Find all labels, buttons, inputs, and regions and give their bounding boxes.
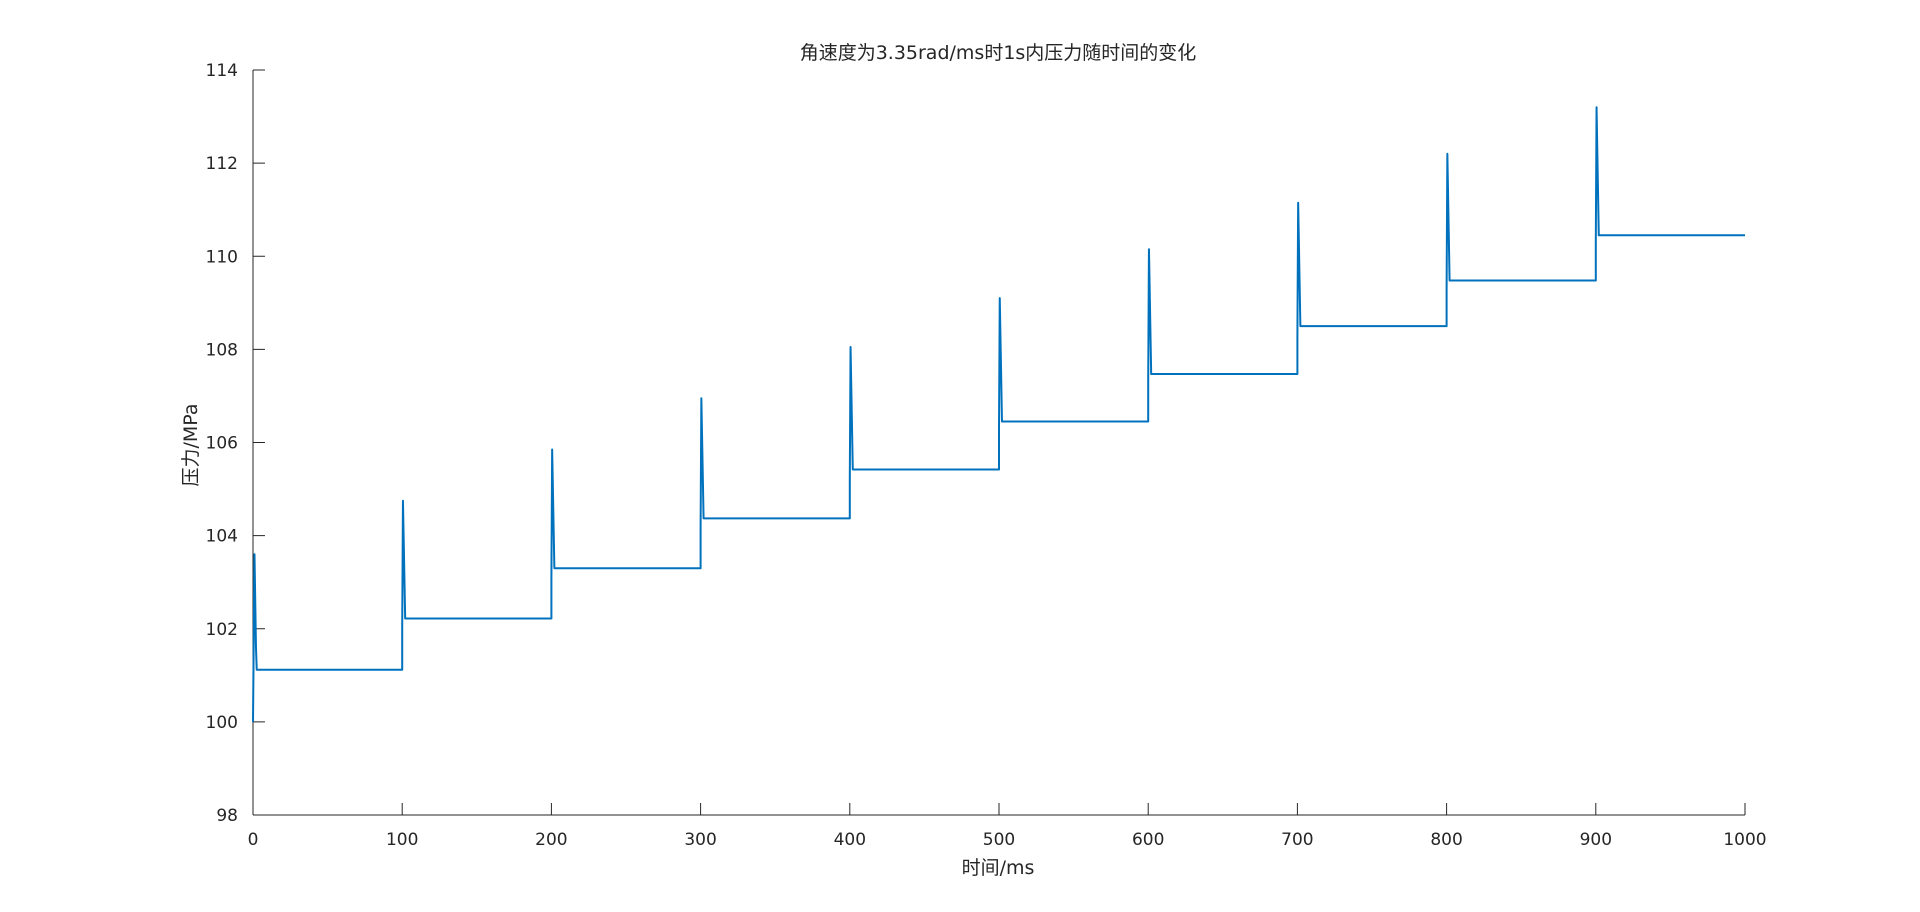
plot-area: 0 100 200 300 400 500 600 700 800 900 1000 98 100 102… <box>206 61 1767 850</box>
x-tick-label: 100 <box>386 830 418 850</box>
x-tick-label: 800 <box>1430 830 1462 850</box>
pressure-line <box>252 106 1745 722</box>
y-tick-label: 104 <box>206 527 238 547</box>
y-tick-label: 114 <box>206 61 238 81</box>
y-tick-label: 102 <box>206 620 238 640</box>
x-tick-label: 700 <box>1281 830 1313 850</box>
x-tick-label: 600 <box>1132 830 1164 850</box>
y-tick-label: 110 <box>206 247 238 267</box>
y-tick-label: 100 <box>206 713 238 733</box>
y-tick-label: 106 <box>206 434 238 454</box>
chart-title: 角速度为3.35rad/ms时1s内压力随时间的变化 <box>800 42 1197 64</box>
y-tick-label: 108 <box>206 340 238 360</box>
x-tick-label: 0 <box>248 830 259 850</box>
y-tick-label: 112 <box>206 154 238 174</box>
x-tick-label: 900 <box>1580 830 1612 850</box>
x-tick-label: 500 <box>983 830 1015 850</box>
x-tick-label: 400 <box>834 830 866 850</box>
x-axis-title: 时间/ms <box>962 857 1035 879</box>
y-axis-title: 压力/MPa <box>180 403 202 486</box>
x-tick-label: 300 <box>684 830 716 850</box>
x-tick-label: 1000 <box>1723 830 1766 850</box>
x-tick-label: 200 <box>535 830 567 850</box>
y-tick-label: 98 <box>216 806 238 826</box>
